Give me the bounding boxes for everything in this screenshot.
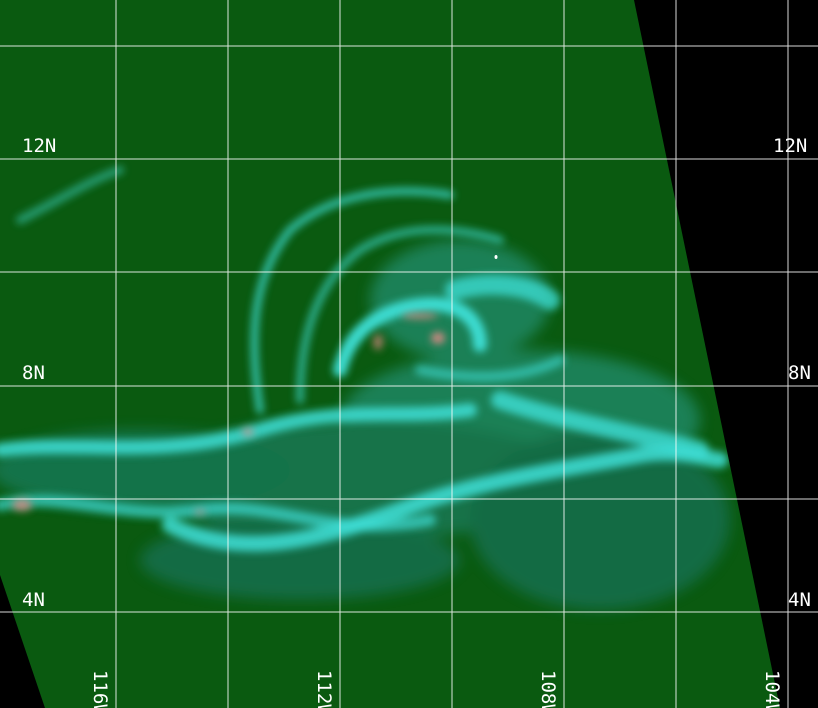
lon-label-104w: 104W [761, 670, 783, 708]
lon-label-108w: 108W [537, 670, 559, 708]
lon-label-112w: 112W [313, 670, 335, 708]
lat-label-12n-left: 12N [22, 135, 56, 157]
lat-label-12n-right: 12N [773, 135, 807, 157]
lon-label-116w: 116W [89, 670, 111, 708]
lat-label-4n-left: 4N [22, 589, 45, 611]
lat-label-4n-right: 4N [788, 589, 811, 611]
cloud-bands [0, 166, 728, 552]
convective-cores [12, 313, 445, 515]
white-speck [494, 255, 498, 259]
lat-label-8n-left: 8N [22, 362, 45, 384]
cloud-features [0, 166, 730, 610]
lat-label-8n-right: 8N [788, 362, 811, 384]
